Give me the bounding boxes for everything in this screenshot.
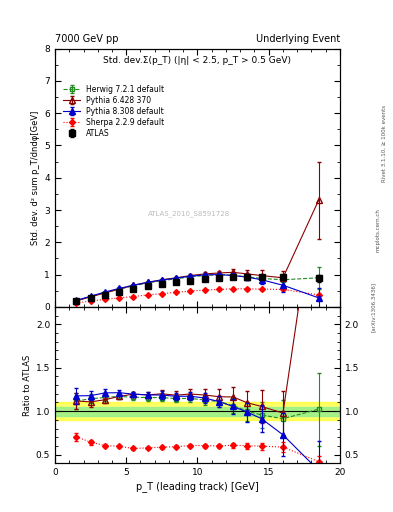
Text: 7000 GeV pp: 7000 GeV pp bbox=[55, 33, 119, 44]
Text: Rivet 3.1.10, ≥ 100k events: Rivet 3.1.10, ≥ 100k events bbox=[382, 105, 386, 182]
Text: mcplots.cern.ch: mcplots.cern.ch bbox=[376, 208, 381, 252]
X-axis label: p_T (leading track) [GeV]: p_T (leading track) [GeV] bbox=[136, 481, 259, 493]
Y-axis label: Ratio to ATLAS: Ratio to ATLAS bbox=[23, 354, 31, 416]
Text: [arXiv:1306.3436]: [arXiv:1306.3436] bbox=[371, 282, 376, 332]
Bar bbox=[55, 407, 340, 416]
Text: Std. dev.Σ(p_T) (|η| < 2.5, p_T > 0.5 GeV): Std. dev.Σ(p_T) (|η| < 2.5, p_T > 0.5 Ge… bbox=[103, 56, 292, 66]
Y-axis label: Std. dev. d² sum p_T/dndφ[GeV]: Std. dev. d² sum p_T/dndφ[GeV] bbox=[31, 111, 40, 245]
Text: Underlying Event: Underlying Event bbox=[256, 33, 340, 44]
Bar bbox=[55, 402, 340, 420]
Legend: Herwig 7.2.1 default, Pythia 6.428 370, Pythia 8.308 default, Sherpa 2.2.9 defau: Herwig 7.2.1 default, Pythia 6.428 370, … bbox=[62, 83, 166, 139]
Text: ATLAS_2010_S8591728: ATLAS_2010_S8591728 bbox=[148, 210, 230, 217]
